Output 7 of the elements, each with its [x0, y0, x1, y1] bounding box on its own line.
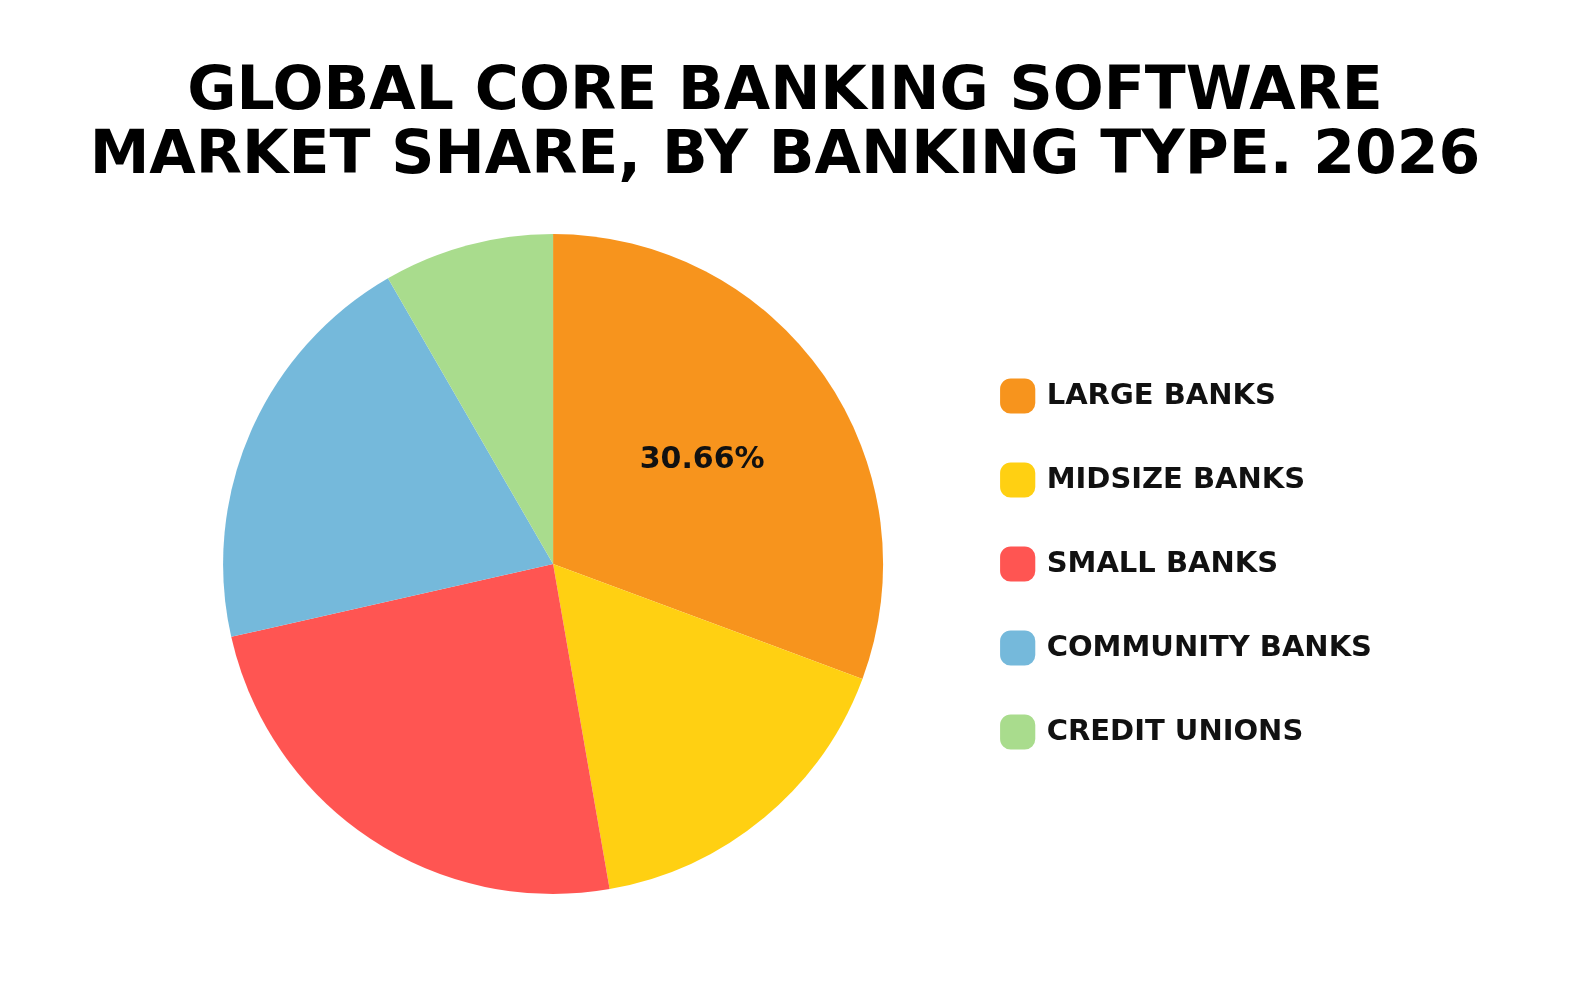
legend-label: MIDSIZE BANKS — [1046, 460, 1306, 495]
legend-label: LARGE BANKS — [1046, 376, 1276, 411]
legend-label: SMALL BANKS — [1046, 544, 1279, 579]
chart-title: GLOBAL CORE BANKING SOFTWARE MARKET SHARE, BY BANKING TYPE. 2026 — [88, 52, 1482, 187]
data-label: 30.66% — [639, 440, 765, 476]
legend-label: CREDIT UNIONS — [1046, 712, 1304, 747]
legend-label: COMMUNITY BANKS — [1046, 628, 1373, 663]
